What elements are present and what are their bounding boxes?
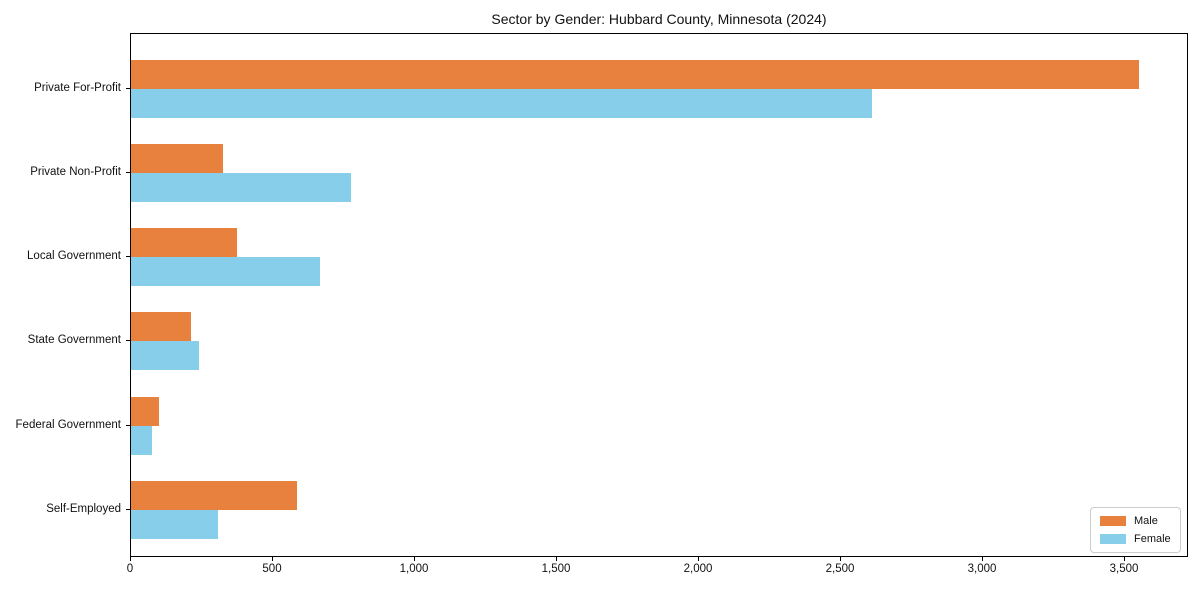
xtick-label-3500: 3,500 [1109, 563, 1139, 575]
legend-swatch-male [1100, 516, 1126, 526]
xtick-label-1000: 1,000 [399, 563, 429, 575]
ytick-mark-federal-government [126, 424, 130, 426]
chart-title: Sector by Gender: Hubbard County, Minnes… [491, 11, 827, 27]
ytick-label-private-non-profit: Private Non-Profit [30, 165, 121, 178]
ytick-label-self-employed: Self-Employed [46, 503, 121, 515]
ytick-mark-private-for-profit [126, 87, 130, 89]
bar-male-private-for-profit [131, 59, 1139, 89]
bar-female-federal-government [131, 425, 152, 455]
bar-male-local-government [131, 228, 237, 258]
ytick-mark-state-government [126, 340, 130, 342]
ytick-label-state-government: State Government [27, 334, 121, 347]
xtick-mark-1500 [556, 557, 557, 561]
xtick-label-1500: 1,500 [541, 563, 571, 575]
xtick-label-500: 500 [262, 563, 282, 575]
plot-area [130, 33, 1188, 557]
xtick-mark-3500 [1124, 557, 1125, 561]
bar-female-state-government [131, 341, 199, 371]
xtick-mark-2000 [698, 557, 699, 561]
xtick-label-3000: 3,000 [967, 563, 997, 575]
legend-label-male: Male [1134, 515, 1158, 527]
xtick-label-2500: 2,500 [825, 563, 855, 575]
xtick-mark-3000 [982, 557, 983, 561]
bar-male-state-government [131, 312, 191, 342]
xtick-mark-0 [130, 557, 131, 561]
ytick-label-private-for-profit: Private For-Profit [34, 81, 121, 94]
ytick-mark-local-government [126, 256, 130, 258]
bar-female-private-for-profit [131, 88, 872, 118]
bar-male-private-non-profit [131, 143, 223, 173]
ytick-mark-private-non-profit [126, 171, 130, 173]
bar-male-self-employed [131, 481, 297, 510]
bar-female-private-non-profit [131, 172, 351, 202]
legend-label-female: Female [1134, 533, 1171, 545]
xtick-mark-2500 [840, 557, 841, 561]
bar-male-federal-government [131, 396, 159, 426]
bar-female-self-employed [131, 510, 218, 539]
xtick-mark-500 [272, 557, 273, 561]
ytick-label-local-government: Local Government [27, 250, 121, 263]
xtick-label-0: 0 [126, 563, 134, 575]
ytick-label-federal-government: Federal Government [15, 418, 121, 431]
legend-entry-male: Male [1100, 515, 1171, 527]
xtick-mark-1000 [414, 557, 415, 561]
legend-entry-female: Female [1100, 533, 1171, 545]
legend: Male Female [1090, 507, 1181, 553]
xtick-label-2000: 2,000 [683, 563, 713, 575]
ytick-mark-self-employed [126, 509, 130, 510]
legend-swatch-female [1100, 534, 1126, 544]
bar-female-local-government [131, 257, 320, 287]
